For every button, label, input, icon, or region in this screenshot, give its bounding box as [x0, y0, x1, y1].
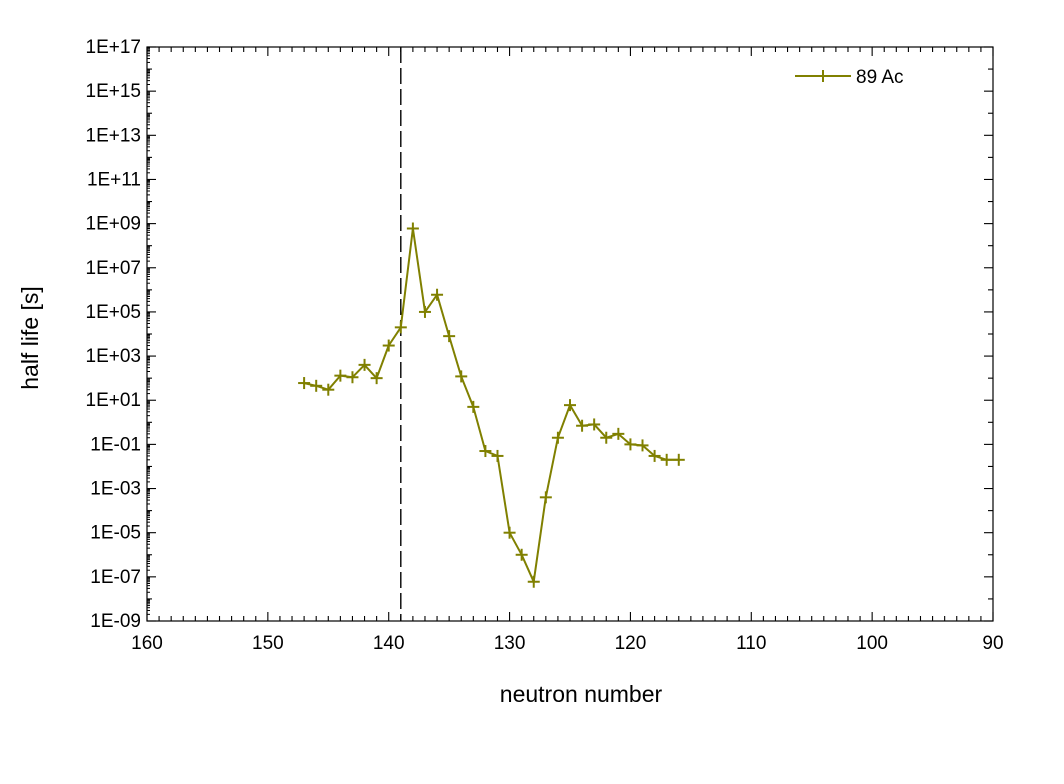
y-tick-label: 1E-03: [90, 479, 141, 500]
data-point-marker: [515, 548, 528, 561]
data-point-marker: [660, 453, 673, 466]
data-point-marker: [322, 383, 335, 396]
data-point-marker: [588, 418, 601, 431]
x-axis-ticks: 160 150 140 130 120 110 100 90: [131, 47, 1004, 654]
y-tick-label: 1E+13: [86, 125, 141, 146]
y-tick-label: 1E+05: [86, 302, 141, 323]
y-tick-label: 1E+07: [86, 258, 141, 279]
legend: 89 Ac: [795, 67, 904, 88]
y-tick-label: 1E+03: [86, 346, 141, 367]
data-point-marker: [672, 453, 685, 466]
y-axis-title: half life [s]: [17, 286, 43, 390]
data-point-marker: [564, 399, 576, 412]
data-point-marker: [624, 438, 637, 451]
x-tick-label: 140: [373, 633, 405, 654]
data-point-marker: [310, 379, 323, 392]
data-point-marker: [370, 372, 383, 385]
series-89-ac: [298, 222, 685, 588]
y-tick-label: 1E-05: [90, 523, 141, 544]
x-tick-label: 130: [494, 633, 526, 654]
y-tick-label: 1E-09: [90, 611, 141, 632]
x-tick-label: 110: [736, 633, 766, 654]
data-point-marker: [298, 377, 311, 390]
legend-marker-89-ac: [817, 70, 829, 82]
series-line-89-ac: [303, 227, 679, 583]
data-point-marker: [431, 288, 444, 301]
x-tick-label: 150: [252, 633, 284, 654]
data-point-marker: [636, 439, 649, 452]
data-point-marker: [334, 369, 347, 382]
plot-area-frame: [146, 46, 994, 622]
data-point-marker: [358, 358, 371, 371]
legend-label-89-ac: 89 Ac: [856, 67, 904, 88]
data-point-marker: [479, 445, 492, 458]
data-point-marker: [346, 371, 359, 384]
y-tick-label: 1E+01: [86, 390, 141, 411]
data-point-marker: [551, 431, 564, 444]
data-point-marker: [600, 431, 613, 444]
x-tick-label: 160: [131, 633, 163, 654]
y-tick-label: 1E-01: [90, 434, 141, 455]
data-point-marker: [612, 427, 625, 440]
y-tick-label: 1E+11: [87, 169, 141, 190]
y-tick-label: 1E+15: [86, 81, 141, 102]
data-point-marker: [443, 330, 456, 343]
data-point-marker: [406, 222, 419, 235]
data-point-marker: [455, 370, 468, 383]
y-tick-label: 1E-07: [90, 567, 141, 588]
data-point-marker: [648, 449, 661, 462]
data-point-marker: [503, 526, 516, 539]
data-point-marker: [418, 305, 431, 318]
data-point-marker: [491, 449, 504, 462]
x-tick-label: 90: [982, 633, 1003, 654]
x-axis-title: neutron number: [500, 681, 663, 707]
x-tick-label: 120: [615, 633, 647, 654]
data-point-marker: [467, 400, 480, 413]
y-axis-ticks: 1E-09 1E-07 1E-05 1E-03 1E-01 1E+01 1E+03 1E+05…: [86, 37, 993, 632]
data-point-marker: [394, 321, 407, 334]
x-tick-label: 100: [856, 633, 888, 654]
data-point-marker: [527, 575, 540, 588]
data-point-marker: [382, 339, 395, 352]
data-point-marker: [539, 491, 552, 504]
data-point-marker: [576, 419, 589, 432]
y-tick-label: 1E+09: [86, 214, 141, 235]
y-tick-label: 1E+17: [86, 37, 141, 58]
